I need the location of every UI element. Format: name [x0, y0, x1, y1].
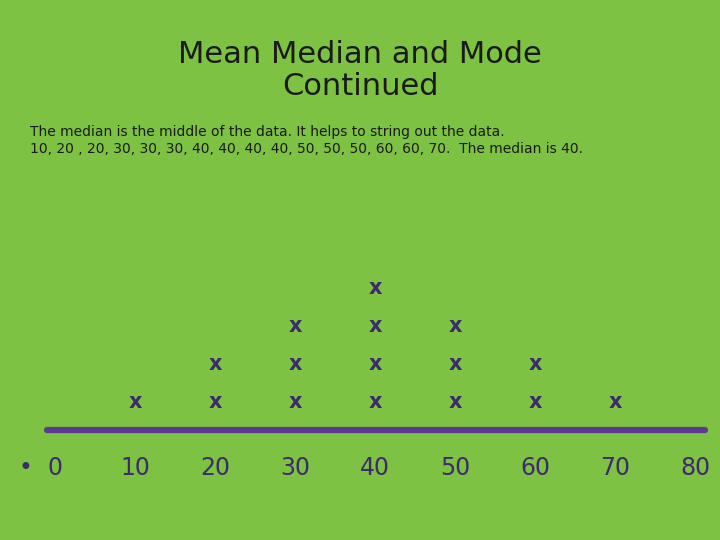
Text: 0: 0: [48, 456, 63, 480]
Text: 30: 30: [280, 456, 310, 480]
Text: x: x: [128, 392, 142, 412]
Text: x: x: [449, 392, 462, 412]
Text: x: x: [288, 316, 302, 336]
Text: 80: 80: [680, 456, 710, 480]
Text: 10, 20 , 20, 30, 30, 30, 40, 40, 40, 40, 50, 50, 50, 60, 60, 70.  The median is : 10, 20 , 20, 30, 30, 30, 40, 40, 40, 40,…: [30, 142, 583, 156]
Text: x: x: [449, 316, 462, 336]
Text: x: x: [208, 392, 222, 412]
Text: The median is the middle of the data. It helps to string out the data.: The median is the middle of the data. It…: [30, 125, 505, 139]
Text: 50: 50: [440, 456, 470, 480]
Text: •: •: [18, 456, 32, 480]
Text: x: x: [368, 392, 382, 412]
Text: x: x: [528, 392, 541, 412]
Text: 20: 20: [200, 456, 230, 480]
Text: x: x: [449, 354, 462, 374]
Text: Continued: Continued: [282, 72, 438, 101]
Text: x: x: [368, 278, 382, 298]
Text: x: x: [368, 354, 382, 374]
Text: 70: 70: [600, 456, 630, 480]
Text: x: x: [608, 392, 622, 412]
Text: x: x: [288, 354, 302, 374]
Text: x: x: [208, 354, 222, 374]
Text: 40: 40: [360, 456, 390, 480]
Text: x: x: [288, 392, 302, 412]
Text: Mean Median and Mode: Mean Median and Mode: [178, 40, 542, 69]
Text: 60: 60: [520, 456, 550, 480]
Text: x: x: [528, 354, 541, 374]
Text: 10: 10: [120, 456, 150, 480]
Text: x: x: [368, 316, 382, 336]
